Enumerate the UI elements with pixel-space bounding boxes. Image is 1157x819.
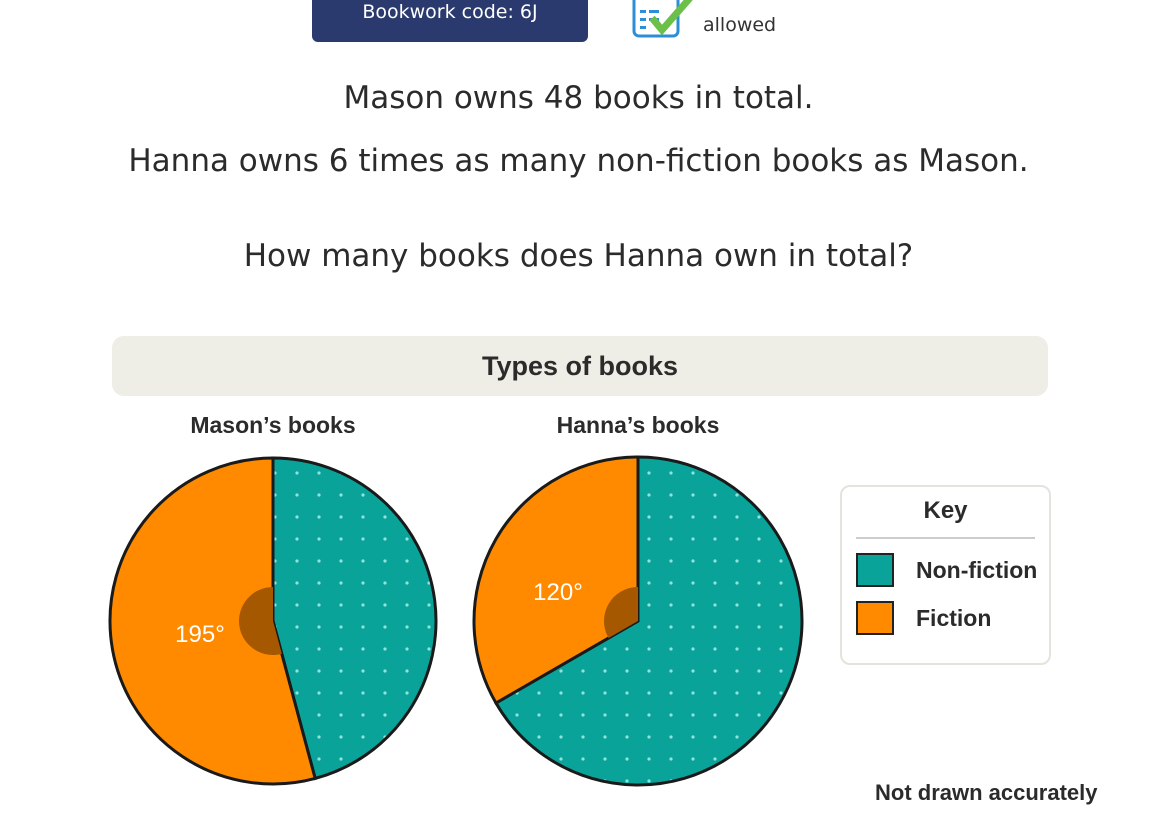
legend-item-fiction: Fiction <box>856 601 1049 635</box>
fiction-swatch <box>856 601 894 635</box>
mason-chart-title: Mason’s books <box>190 412 356 438</box>
angle-marker <box>603 587 638 638</box>
pie-slice-fiction <box>108 456 318 786</box>
hanna-chart-title: Hanna’s books <box>556 412 720 438</box>
legend-title: Key <box>923 497 968 524</box>
angle-marker <box>239 587 282 655</box>
question-line-3: How many books does Hanna own in total? <box>243 238 914 274</box>
pie-slice-non-fiction <box>271 456 438 781</box>
question-line-1: Mason owns 48 books in total. <box>343 80 814 116</box>
question-line-2: Hanna owns 6 times as many non-fiction b… <box>128 143 1029 179</box>
chart-title: Types of books <box>112 336 1048 396</box>
mason-angle-label: 195° <box>175 621 225 648</box>
calculator-check-icon <box>632 0 693 38</box>
legend-label: Non-fiction <box>916 556 1038 583</box>
legend: Key Non-fiction Fiction <box>840 485 1051 665</box>
pie-slice-non-fiction <box>493 455 804 787</box>
legend-item-non-fiction: Non-fiction <box>856 553 1049 587</box>
calculator-status: allowed <box>703 14 777 36</box>
not-drawn-accurately-note: Not drawn accurately <box>875 780 1098 805</box>
non-fiction-swatch <box>856 553 894 587</box>
legend-label: Fiction <box>916 604 992 631</box>
pie-slice-fiction <box>472 455 640 706</box>
hanna-angle-label: 120° <box>533 579 583 606</box>
bookwork-code-badge: Bookwork code: 6J <box>312 0 588 42</box>
